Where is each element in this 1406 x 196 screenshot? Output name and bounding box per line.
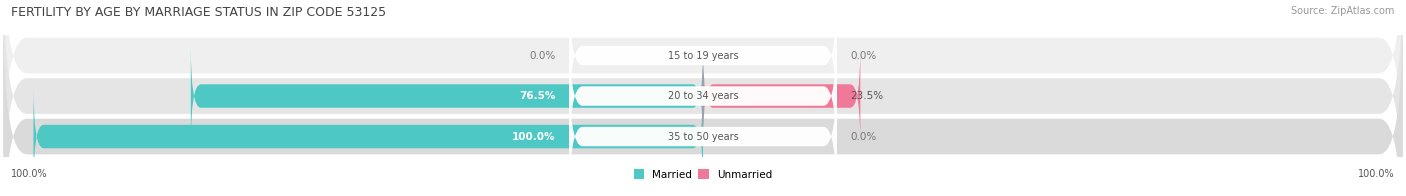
FancyBboxPatch shape [191,47,703,145]
FancyBboxPatch shape [703,47,860,145]
Text: FERTILITY BY AGE BY MARRIAGE STATUS IN ZIP CODE 53125: FERTILITY BY AGE BY MARRIAGE STATUS IN Z… [11,6,387,19]
FancyBboxPatch shape [569,0,837,127]
Text: 76.5%: 76.5% [519,91,555,101]
FancyBboxPatch shape [569,25,837,167]
Text: 35 to 50 years: 35 to 50 years [668,132,738,142]
Text: 100.0%: 100.0% [1358,169,1395,180]
Legend: Married, Unmarried: Married, Unmarried [630,165,776,184]
Text: 15 to 19 years: 15 to 19 years [668,51,738,61]
Text: 100.0%: 100.0% [11,169,48,180]
Text: 0.0%: 0.0% [851,51,876,61]
FancyBboxPatch shape [34,88,703,186]
Text: 0.0%: 0.0% [530,51,555,61]
Text: 23.5%: 23.5% [851,91,883,101]
FancyBboxPatch shape [569,65,837,196]
Text: 20 to 34 years: 20 to 34 years [668,91,738,101]
Text: Source: ZipAtlas.com: Source: ZipAtlas.com [1291,6,1395,16]
FancyBboxPatch shape [3,13,1403,196]
Text: 0.0%: 0.0% [851,132,876,142]
Text: 100.0%: 100.0% [512,132,555,142]
FancyBboxPatch shape [3,0,1403,180]
FancyBboxPatch shape [3,0,1403,196]
